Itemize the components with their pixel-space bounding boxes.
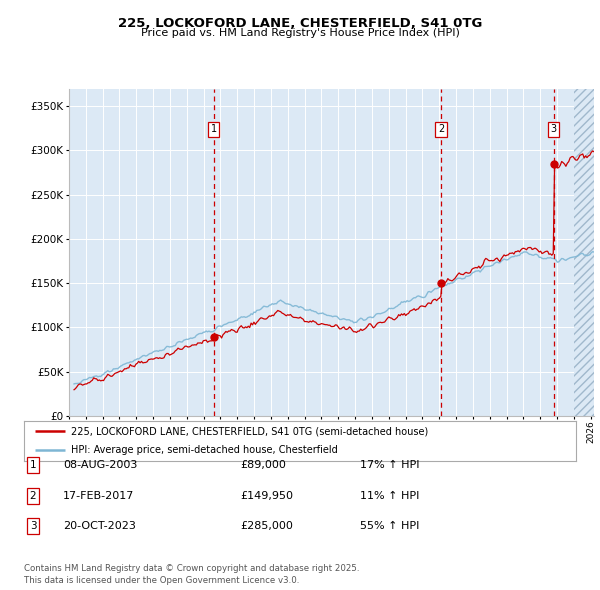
Text: Price paid vs. HM Land Registry's House Price Index (HPI): Price paid vs. HM Land Registry's House … — [140, 28, 460, 38]
Bar — [574, 88, 599, 416]
Text: 225, LOCKOFORD LANE, CHESTERFIELD, S41 0TG: 225, LOCKOFORD LANE, CHESTERFIELD, S41 0… — [118, 17, 482, 30]
Text: 08-AUG-2003: 08-AUG-2003 — [63, 460, 137, 470]
Bar — [574, 88, 599, 416]
Text: 2: 2 — [29, 491, 37, 500]
Text: 3: 3 — [551, 124, 557, 135]
Text: 17-FEB-2017: 17-FEB-2017 — [63, 491, 134, 500]
Text: £149,950: £149,950 — [240, 491, 293, 500]
Text: 3: 3 — [29, 522, 37, 531]
Text: Contains HM Land Registry data © Crown copyright and database right 2025.
This d: Contains HM Land Registry data © Crown c… — [24, 565, 359, 585]
Text: 17% ↑ HPI: 17% ↑ HPI — [360, 460, 419, 470]
Text: 1: 1 — [29, 460, 37, 470]
Text: 1: 1 — [211, 124, 217, 135]
Text: 225, LOCKOFORD LANE, CHESTERFIELD, S41 0TG (semi-detached house): 225, LOCKOFORD LANE, CHESTERFIELD, S41 0… — [71, 427, 428, 436]
Text: 20-OCT-2023: 20-OCT-2023 — [63, 522, 136, 531]
Text: HPI: Average price, semi-detached house, Chesterfield: HPI: Average price, semi-detached house,… — [71, 445, 338, 455]
Text: 55% ↑ HPI: 55% ↑ HPI — [360, 522, 419, 531]
Text: 11% ↑ HPI: 11% ↑ HPI — [360, 491, 419, 500]
Text: £285,000: £285,000 — [240, 522, 293, 531]
Text: 2: 2 — [438, 124, 445, 135]
Text: £89,000: £89,000 — [240, 460, 286, 470]
